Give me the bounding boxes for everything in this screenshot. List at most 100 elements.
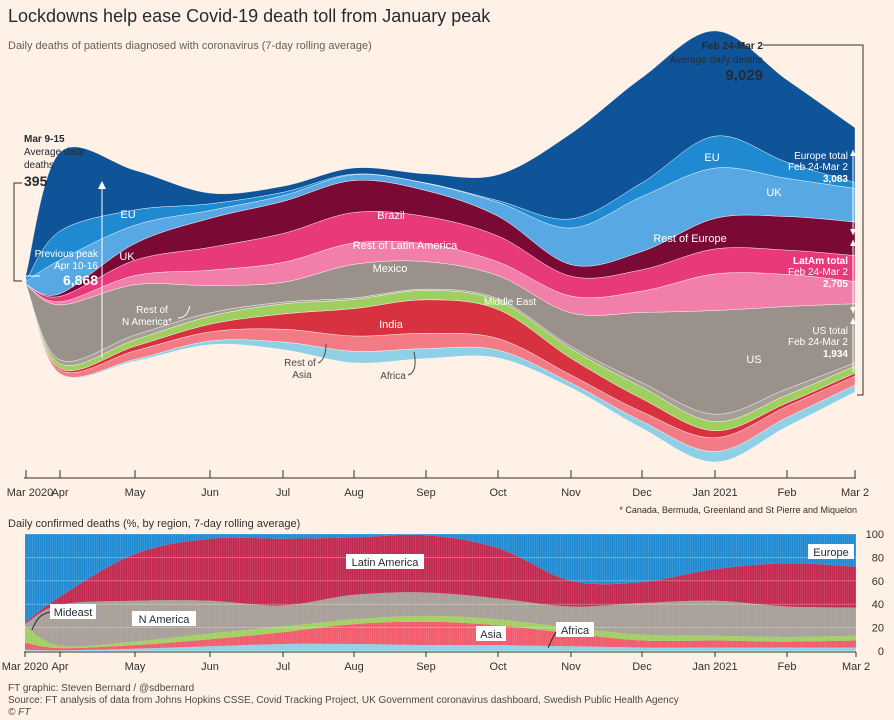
asia-label-box — [476, 626, 506, 641]
mideast-label-box — [50, 604, 96, 619]
label-rest-latam: Rest of Latin America — [353, 240, 458, 252]
latam-arrow-top — [850, 240, 856, 246]
lower-label-africa: Africa — [561, 625, 590, 637]
bottom-tick-label: Aug — [344, 661, 364, 673]
label-eu: EU — [704, 152, 719, 164]
top-tick-label: Jul — [276, 487, 290, 499]
latam-arrow-bottom — [850, 307, 856, 313]
bottom-tick-label: Jun — [201, 661, 219, 673]
top-stream-chart — [25, 30, 856, 463]
lower-label-mideast: Mideast — [54, 607, 93, 619]
top-tick-label: Mar 2 — [841, 487, 869, 499]
africa-lower-leader — [547, 631, 557, 649]
us-total-2: Feb 24-Mar 2 — [788, 337, 848, 348]
start-date: Mar 9-15 — [24, 134, 65, 145]
label-eu-left: EU — [120, 209, 135, 221]
chart-subtitle: Daily deaths of patients diagnosed with … — [8, 40, 372, 52]
start-label-2: deaths — [24, 160, 54, 171]
bottom-y-tick-label: 100 — [866, 529, 884, 541]
chart-title: Lockdowns help ease Covid-19 death toll … — [8, 6, 491, 26]
label-uk-left: UK — [119, 251, 135, 263]
prev-peak-label-1: Previous peak — [35, 249, 99, 260]
bottom-tick-label: Mar 2 — [842, 661, 870, 673]
bottom-tick-label: Jul — [276, 661, 290, 673]
top-tick-label: Dec — [632, 487, 652, 499]
label-us: US — [746, 354, 761, 366]
top-tick-label: Sep — [416, 487, 436, 499]
bottom-share-chart — [25, 534, 856, 651]
latam-label-box — [346, 554, 424, 569]
start-value: 395 — [24, 173, 48, 189]
lower-label-latam: Latin America — [352, 557, 420, 569]
label-mexico: Mexico — [373, 263, 408, 275]
prev-peak-value: 6,868 — [63, 272, 98, 288]
start-label-1: Average daily — [24, 147, 84, 158]
peak-label: Average daily deaths — [670, 55, 763, 66]
us-value: 1,934 — [823, 349, 848, 360]
top-tick-label: Nov — [561, 487, 581, 499]
europe-label-box — [808, 544, 854, 559]
stream-area-eu — [25, 30, 856, 282]
us-total-1: US total — [812, 326, 848, 337]
lower-chart-title: Daily confirmed deaths (%, by region, 7-… — [8, 518, 300, 530]
footer-copyright: © FT — [8, 707, 31, 718]
europe-arrow-top — [850, 150, 856, 156]
top-tick-label: May — [125, 487, 146, 499]
top-tick-label: Mar 2020 — [7, 487, 53, 499]
label-uk: UK — [766, 187, 782, 199]
share-area-europe — [25, 534, 856, 623]
africa-label-box — [556, 622, 594, 637]
top-tick-label: Apr — [51, 487, 68, 499]
africa-leader — [407, 351, 416, 376]
prev-peak-arrow-head — [98, 181, 106, 189]
top-tick-label: Aug — [344, 487, 364, 499]
start-bracket — [13, 182, 22, 282]
bottom-y-tick-label: 60 — [872, 576, 884, 588]
share-area-n-america — [25, 592, 856, 647]
europe-total-1: Europe total — [794, 151, 848, 162]
label-rest-n-america-2: N America* — [122, 317, 172, 328]
europe-total-2: Feb 24-Mar 2 — [788, 162, 848, 173]
latam-value: 2,705 — [823, 279, 848, 290]
footnote: * Canada, Bermuda, Greenland and St Pier… — [619, 505, 857, 515]
top-tick-label: Oct — [489, 487, 506, 499]
prev-peak-label-2: Apr 10-16 — [54, 261, 98, 272]
label-india: India — [379, 319, 404, 331]
peak-value: 9,029 — [725, 67, 763, 84]
peak-date: Feb 24-Mar 2 — [702, 41, 764, 52]
label-rest-asia-2: Asia — [292, 370, 312, 381]
top-tick-label: Feb — [778, 487, 797, 499]
share-area-asia — [25, 621, 856, 651]
bottom-y-tick-label: 40 — [872, 599, 884, 611]
label-africa: Africa — [380, 371, 406, 382]
label-rest-n-america-1: Rest of — [136, 305, 168, 316]
bottom-tick-label: Sep — [416, 661, 436, 673]
top-tick-label: Jan 2021 — [692, 487, 737, 499]
latam-total-2: Feb 24-Mar 2 — [788, 267, 848, 278]
footer-credit: FT graphic: Steven Bernard / @sdbernard — [8, 683, 195, 694]
bottom-axes: 0 20 40 60 80 100 Mar 2020 Apr May Jun Jul Aug Sep Oc… — [2, 529, 884, 673]
lower-label-europe: Europe — [813, 547, 848, 559]
annotation-layer: Mar 9-15 Average daily deaths 395 Previo… — [8, 41, 864, 649]
bottom-tick-label: Dec — [632, 661, 652, 673]
bottom-y-tick-label: 80 — [872, 552, 884, 564]
label-middle-east: Middle East — [484, 297, 536, 308]
bottom-y-tick-label: 0 — [878, 646, 884, 658]
europe-value: 3,083 — [823, 174, 848, 185]
share-area-latin-america — [25, 534, 856, 625]
lower-label-asia: Asia — [480, 629, 502, 641]
namerica-label-box — [132, 611, 196, 626]
bottom-tick-label: Feb — [778, 661, 797, 673]
top-tick-label: Jun — [201, 487, 219, 499]
bottom-tick-label: May — [125, 661, 146, 673]
mideast-leader — [31, 611, 51, 631]
bottom-tick-label: Jan 2021 — [692, 661, 737, 673]
bottom-tick-label: Oct — [489, 661, 506, 673]
label-rest-europe: Rest of Europe — [653, 233, 726, 245]
rest-n-america-leader — [177, 305, 191, 319]
europe-arrow-bottom — [850, 229, 856, 235]
lower-label-n-america: N America — [139, 614, 191, 626]
bottom-tick-label: Nov — [561, 661, 581, 673]
